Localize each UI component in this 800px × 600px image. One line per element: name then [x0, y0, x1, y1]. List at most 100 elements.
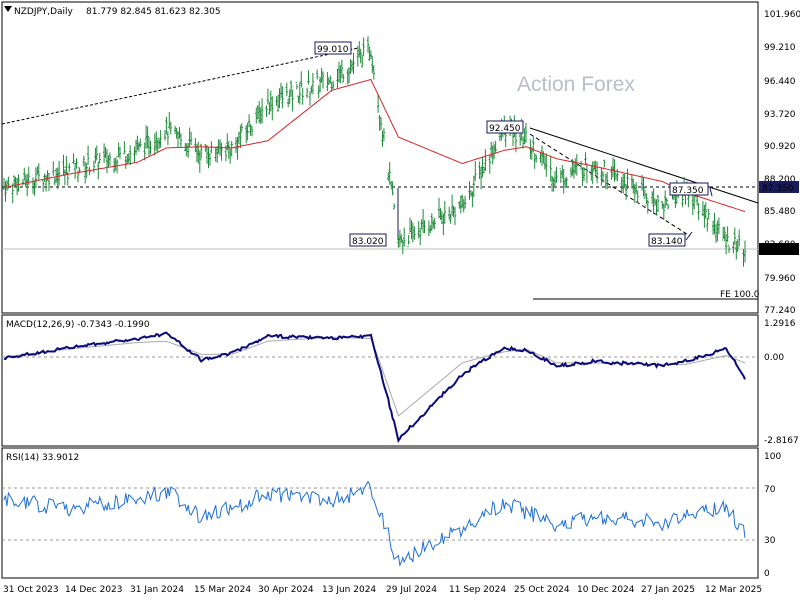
price-bar	[158, 137, 161, 149]
price-bar	[33, 180, 36, 196]
annotation-83140: 83.140	[648, 233, 686, 247]
price-bar	[166, 131, 170, 145]
price-bar	[535, 154, 538, 163]
current-price-text: 82.305	[762, 246, 794, 256]
price-bar	[227, 141, 230, 159]
price-bar	[620, 176, 623, 192]
price-bar	[255, 107, 258, 124]
price-bar	[478, 161, 481, 179]
price-bar	[220, 142, 223, 161]
price-bar	[189, 131, 193, 146]
price-bar	[400, 234, 403, 243]
price-bar	[626, 168, 629, 189]
price-bar	[149, 140, 152, 155]
price-bar	[646, 197, 649, 214]
price-bar	[662, 203, 665, 220]
price-bar	[559, 168, 562, 183]
price-bar	[139, 138, 142, 148]
low-leader-line	[685, 231, 693, 241]
rsi-title: RSI(14) 33.9012	[6, 453, 79, 463]
collapse-triangle-icon[interactable]	[4, 6, 12, 12]
price-bar	[52, 161, 55, 176]
price-bar	[632, 178, 635, 194]
price-bar	[565, 177, 568, 188]
macd-tick: 1.2916	[764, 319, 796, 329]
price-bar	[107, 155, 110, 168]
price-bar	[555, 167, 558, 183]
price-bar	[311, 73, 315, 95]
price-bar	[369, 50, 373, 60]
price-bar	[449, 213, 452, 224]
price-bar	[259, 107, 262, 124]
price-bar	[204, 144, 207, 152]
annotation-label: 83.020	[352, 237, 384, 247]
price-panel-frame	[1, 1, 759, 314]
downtrend-line	[529, 127, 759, 204]
price-bar	[321, 71, 325, 89]
price-bar	[275, 96, 278, 106]
price-bar	[601, 171, 605, 183]
price-bar	[652, 188, 655, 215]
price-bar	[643, 189, 647, 199]
price-bar	[260, 98, 264, 124]
price-bar	[585, 162, 589, 184]
price-bar	[287, 98, 290, 108]
x-tick: 13 Jun 2024	[322, 585, 376, 595]
price-bar	[713, 212, 716, 235]
price-bar	[666, 204, 670, 210]
price-bar	[582, 167, 586, 181]
price-bar	[359, 48, 362, 64]
price-bar	[143, 142, 146, 161]
price-bar	[113, 157, 116, 173]
price-bar	[197, 141, 200, 164]
price-bar	[584, 152, 587, 164]
price-bar	[86, 145, 90, 165]
price-bar	[291, 89, 294, 112]
x-tick: 31 Oct 2023	[3, 585, 59, 595]
y-tick: 101.960	[764, 10, 800, 20]
macd-tick: -2.8167	[764, 436, 799, 446]
price-bar	[114, 157, 117, 171]
price-bar	[427, 220, 431, 237]
rsi-tick: 100	[764, 452, 781, 462]
price-bar	[57, 160, 61, 186]
price-bar	[742, 248, 745, 267]
price-bar	[97, 161, 100, 180]
price-bar	[240, 123, 243, 133]
price-bar	[285, 82, 288, 97]
price-bar	[504, 132, 507, 148]
price-bar	[388, 162, 391, 185]
current-price-label: 82.305	[759, 243, 799, 256]
annotation-label: 99.010	[317, 45, 349, 55]
price-bar	[298, 82, 301, 105]
price-bar	[655, 199, 658, 215]
price-bar	[419, 227, 422, 246]
price-bar	[332, 80, 335, 89]
price-bar	[34, 167, 38, 188]
y-tick: 85.480	[764, 207, 796, 217]
price-bar	[300, 71, 303, 88]
mar-leader-line	[709, 187, 713, 197]
y-tick: 96.440	[764, 77, 796, 87]
price-bar	[488, 155, 491, 174]
price-bar	[421, 209, 425, 234]
price-bar	[268, 101, 271, 115]
price-bar	[642, 177, 645, 197]
price-bar	[701, 201, 705, 217]
price-bar	[329, 75, 332, 84]
price-bar	[372, 65, 375, 80]
price-bar	[724, 234, 728, 255]
price-bar	[468, 181, 471, 200]
price-bar	[123, 141, 126, 154]
price-bar	[266, 88, 270, 105]
price-bar	[159, 130, 162, 148]
price-bar	[440, 211, 444, 225]
macd-tick: 0.00	[764, 353, 784, 363]
rsi-tick: 30	[764, 536, 776, 546]
price-bar	[362, 37, 365, 56]
price-bar	[437, 197, 441, 219]
x-tick: 15 Mar 2024	[194, 585, 251, 595]
macd-line	[3, 331, 746, 443]
price-bar	[98, 153, 101, 164]
